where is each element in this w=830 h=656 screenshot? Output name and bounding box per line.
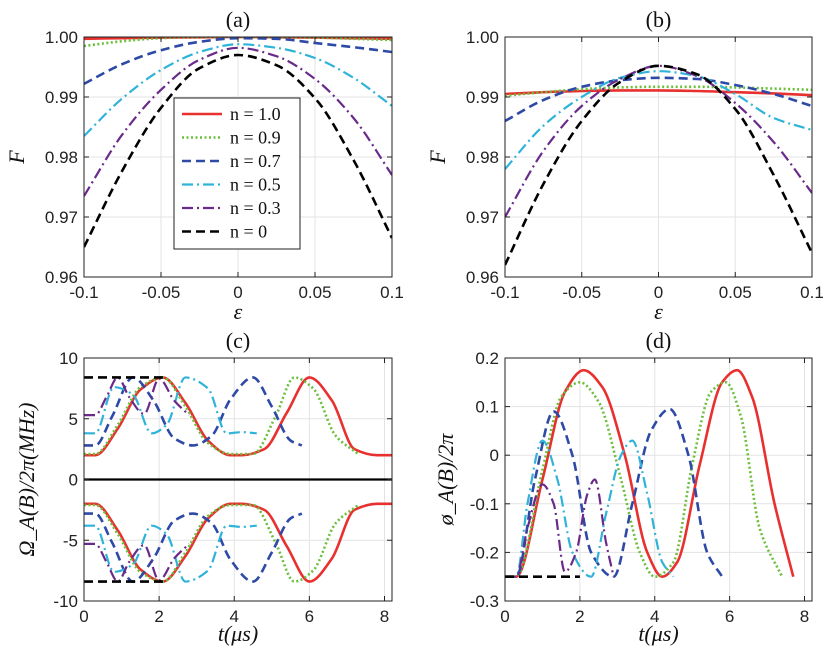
panel-label: (c) (226, 328, 250, 353)
y-axis-label: F (4, 150, 29, 165)
x-tick-label: 4 (650, 607, 659, 626)
legend-label: n = 0.5 (230, 175, 281, 195)
x-axis-label: t(μs) (638, 621, 678, 646)
legend: n = 1.0 n = 0.9 n = 0.7 n = 0.5 n = 0.3 n = 0 (173, 97, 301, 250)
panel-label: (d) (646, 328, 672, 353)
x-tick-label: 0 (79, 607, 88, 626)
panel-label: (b) (646, 7, 672, 32)
series-line-mirror-0.3 (84, 542, 190, 583)
series-line-mirror-0.7 (84, 512, 303, 583)
x-tick-label: 0.05 (719, 283, 752, 302)
x-tick-label: -0.1 (69, 283, 98, 302)
panel-a: -0.1 -0.05 0 0.05 0.1 0.96 0.97 0.98 0.99 1.00 (a)… (4, 7, 404, 324)
y-tick-label: 0.96 (45, 268, 78, 287)
series-line-0.7 (505, 407, 724, 578)
series-line-0.9 (505, 85, 812, 98)
y-tick-label: -0.3 (470, 592, 499, 611)
series-line-1.0 (505, 368, 795, 578)
axes-frame (504, 357, 813, 602)
series-line-0.9 (84, 376, 360, 456)
y-tick-label: -5 (63, 531, 78, 550)
series-group (84, 376, 392, 583)
series-line-mirror-0.9 (84, 503, 360, 583)
x-tick-label: 0 (500, 607, 509, 626)
series-line-0.5 (505, 439, 675, 578)
y-axis-label: Ω_A(B)/2π(MHz) (14, 403, 39, 557)
x-tick-label: 0.1 (380, 283, 404, 302)
x-tick-label: 2 (575, 607, 584, 626)
x-tick-label: 6 (725, 607, 734, 626)
series-line-mirror-1.0 (84, 502, 392, 583)
legend-label: n = 0 (230, 222, 267, 242)
y-tick-label: 0.99 (466, 88, 499, 107)
y-axis-label: F (425, 150, 450, 165)
panel-d: 0 2 4 6 8 -0.3 -0.2 -0.1 0 0.1 0.2 (d) t(μs) ø_A(B)/2… (433, 328, 813, 646)
series-line-0.5 (84, 43, 392, 137)
series-line-0.5 (84, 376, 257, 435)
y-tick-label: 0.96 (466, 268, 499, 287)
x-tick-label: -0.1 (490, 283, 519, 302)
x-tick-label: 8 (800, 607, 809, 626)
series-line-0.3 (84, 46, 392, 197)
series-line-0 (505, 64, 812, 266)
panel-label: (a) (226, 7, 250, 32)
series-line-0.5 (505, 70, 812, 170)
y-tick-label: -0.2 (470, 543, 499, 562)
y-tick-label: 0.2 (475, 349, 499, 368)
series-line-0.9 (505, 381, 784, 578)
x-tick-label: -0.05 (562, 283, 601, 302)
panel-c: 0 2 4 6 8 -10 -5 0 5 10 (c) t(μs) Ω_A(B)/2π(MHz) (14, 328, 393, 646)
y-tick-label: 0.99 (45, 88, 78, 107)
y-tick-label: 10 (59, 349, 78, 368)
y-tick-label: -0.1 (470, 495, 499, 514)
series-line-0.7 (505, 76, 812, 123)
legend-label: n = 1.0 (230, 104, 281, 124)
y-tick-label: 0.98 (45, 148, 78, 167)
series-line-0.7 (84, 376, 303, 447)
x-tick-label: -0.05 (142, 283, 181, 302)
series-line-0.3 (84, 376, 190, 417)
y-tick-label: 0 (69, 471, 78, 490)
y-tick-label: 1.00 (45, 28, 78, 47)
y-tick-label: 1.00 (466, 28, 499, 47)
series-line-0.3 (505, 64, 812, 218)
series-group (505, 64, 812, 266)
x-tick-label: 0.05 (298, 283, 331, 302)
y-axis-label: ø_A(B)/2π (433, 433, 458, 527)
y-tick-label: 0.97 (45, 208, 78, 227)
x-axis-label: ε (654, 299, 663, 324)
series-line-1.0 (84, 376, 392, 457)
series-line-0.3 (505, 478, 615, 578)
x-tick-label: 0.1 (800, 283, 824, 302)
y-tick-label: 5 (69, 410, 78, 429)
x-axis-label: ε (234, 299, 243, 324)
x-tick-label: 0 (233, 283, 242, 302)
series-line-0.9 (84, 37, 392, 48)
y-tick-label: 0 (490, 446, 499, 465)
y-tick-label: 0.98 (466, 148, 499, 167)
x-tick-label: 8 (380, 607, 389, 626)
x-axis-label: t(μs) (218, 621, 258, 646)
panel-b: -0.1 -0.05 0 0.05 0.1 0.96 0.97 0.98 0.99 1.00 (b)… (425, 7, 824, 324)
series-line-mirror-0.5 (84, 524, 257, 583)
series-line-1.0 (84, 37, 392, 41)
y-tick-label: 0.97 (466, 208, 499, 227)
series-group (505, 368, 795, 578)
x-tick-label: 2 (154, 607, 163, 626)
series-line-0 (84, 53, 392, 248)
legend-label: n = 0.9 (230, 128, 281, 148)
x-tick-label: 4 (230, 607, 239, 626)
y-tick-label: -10 (53, 592, 78, 611)
x-tick-label: 6 (305, 607, 314, 626)
legend-box (173, 97, 301, 250)
legend-label: n = 0.7 (230, 151, 281, 171)
y-tick-label: 0.1 (475, 398, 499, 417)
x-tick-label: 0 (654, 283, 663, 302)
legend-label: n = 0.3 (230, 198, 281, 218)
